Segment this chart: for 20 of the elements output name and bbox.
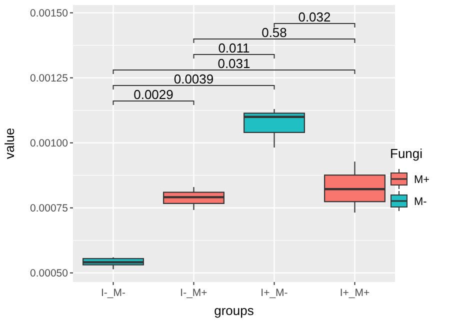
legend-label: M+	[414, 174, 430, 186]
annotation: 0.58	[262, 25, 287, 40]
y-axis-title: value	[2, 128, 17, 160]
y-tick-label: 0.00150	[30, 7, 68, 20]
y-tick-label: 0.00125	[30, 72, 68, 84]
x-tick-label: I-_M+	[180, 287, 208, 299]
annotation: 0.031	[218, 56, 250, 72]
legend-title: Fungi	[390, 146, 423, 161]
legend-label: M-	[414, 196, 428, 208]
x-tick-label: I+_M-	[260, 287, 288, 299]
x-tick-label: I-_M-	[101, 287, 126, 299]
x-axis-title: groups	[214, 303, 254, 318]
annotation: 0.0029	[134, 87, 174, 102]
y-tick-label: 0.00075	[30, 202, 68, 215]
y-tick-label: 0.00100	[30, 138, 68, 150]
annotation: 0.032	[298, 10, 331, 25]
annotation: 0.011	[218, 40, 250, 56]
x-tick-label: I+_M+	[340, 287, 370, 299]
y-tick-label: 0.00050	[30, 268, 68, 280]
annotation: 0.0039	[174, 72, 214, 87]
